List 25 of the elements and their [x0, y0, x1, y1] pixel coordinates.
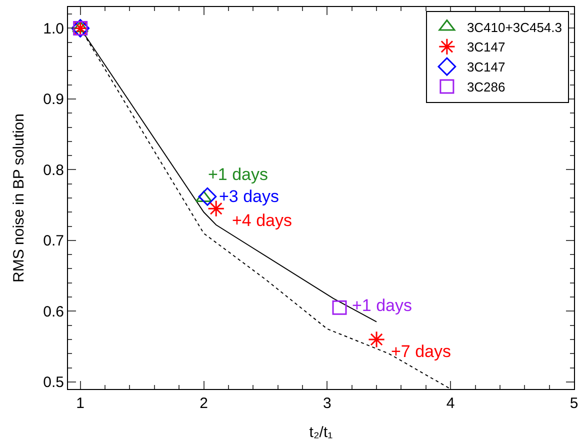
point — [198, 187, 217, 206]
x-tick-label: 1 — [76, 395, 85, 412]
annotation: +1 days — [352, 296, 412, 315]
y-tick-label: 1.0 — [43, 20, 64, 38]
y-tick-label: 0.9 — [43, 91, 64, 108]
y-tick-label: 0.8 — [43, 162, 64, 179]
point — [332, 300, 347, 315]
y-tick-label: 0.7 — [43, 232, 64, 250]
x-tick-label: 5 — [570, 395, 578, 412]
x-axis-title: t₂/t₁ — [309, 424, 333, 441]
x-tick-label: 4 — [446, 395, 455, 412]
legend-label: 3C147 — [466, 60, 506, 75]
annotation: +7 days — [391, 342, 452, 361]
point — [368, 330, 386, 348]
y-axis-title: RMS noise in BP solution — [10, 114, 28, 282]
legend-label: 3C410+3C454.3 — [466, 20, 562, 35]
y-tick-label: 0.6 — [43, 303, 64, 320]
legend-label: 3C147 — [466, 40, 506, 55]
legend-label: 3C286 — [466, 80, 506, 95]
x-tick-label: 3 — [323, 395, 332, 412]
y-tick-label: 0.5 — [43, 374, 64, 392]
annotation: +1 days — [208, 165, 268, 184]
annotation: +4 days — [232, 211, 292, 230]
x-tick-label: 2 — [200, 395, 208, 412]
annotation: +3 days — [219, 187, 280, 206]
